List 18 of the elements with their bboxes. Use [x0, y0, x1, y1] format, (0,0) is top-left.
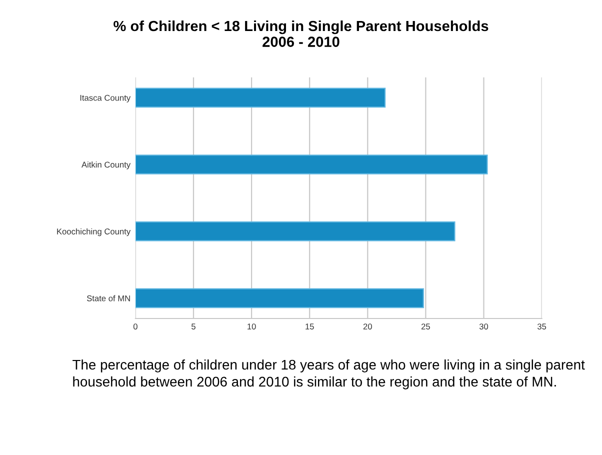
x-tick-label: 25: [421, 324, 430, 330]
y-tick-label: Itasca County: [80, 94, 131, 102]
x-tick-label: 5: [192, 324, 196, 330]
bar: [135, 221, 456, 242]
x-tick-label: 35: [537, 324, 546, 330]
x-tick-label: 0: [133, 324, 138, 330]
x-tick-label: 20: [363, 324, 372, 330]
bar: [135, 88, 386, 108]
bar: [135, 288, 424, 308]
y-tick-label: State of MN: [86, 295, 130, 302]
y-tick-label: Aitkin County: [82, 161, 131, 170]
text: The percentage of children under 18 years of age who were living in a single parent household between 2006 and 2010 is similar to the region and the state of MN.: [72, 359, 585, 390]
x-tick-label: 10: [248, 324, 256, 330]
bar: [135, 154, 488, 174]
chart-title: % of Children < 18 Living in Single Parent Households 2006 - 2010: [114, 20, 488, 47]
x-tick-label: 15: [306, 324, 314, 330]
x-tick-label: 30: [479, 324, 488, 330]
y-tick-label: Koochiching County: [57, 228, 131, 236]
